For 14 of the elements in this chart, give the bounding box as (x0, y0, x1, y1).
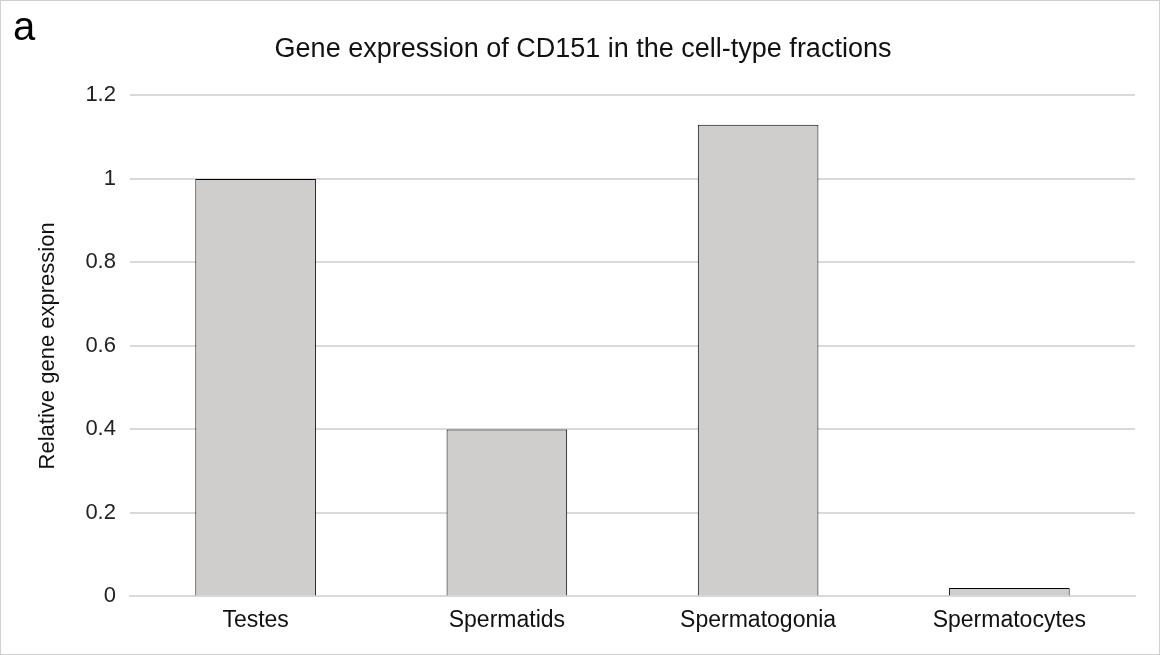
x-tick-label: Testes (222, 605, 289, 632)
y-tick-label: 0.2 (85, 498, 116, 524)
y-tick-label: 0 (103, 582, 116, 608)
x-tick-label: Spermatogonia (680, 605, 837, 632)
chart-title: Gene expression of CD151 in the cell-type fractions (274, 32, 892, 63)
text: a (13, 4, 36, 49)
y-tick-label: 0.6 (85, 331, 116, 357)
x-tick-label: Spermatocytes (932, 605, 1087, 632)
y-axis-title: Relative gene expression (34, 222, 60, 470)
y-tick-label: 0.4 (85, 415, 116, 441)
x-tick-label: Spermatids (448, 605, 566, 632)
y-tick-label: 0.8 (85, 248, 116, 274)
y-tick-label: 1 (103, 164, 116, 190)
y-tick-label: 1.2 (85, 81, 116, 107)
